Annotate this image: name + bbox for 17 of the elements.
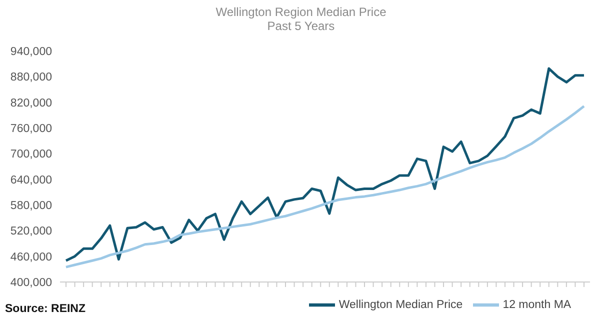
y-tick-label: 880,000 bbox=[10, 72, 52, 84]
source-note: Source: REINZ bbox=[5, 303, 86, 315]
y-tick-label: 760,000 bbox=[10, 123, 52, 136]
y-tick-label: 940,000 bbox=[10, 46, 52, 58]
legend-label: Wellington Median Price bbox=[338, 299, 463, 312]
chart-title: Wellington Region Median Price bbox=[214, 5, 388, 19]
y-tick-label: 520,000 bbox=[10, 226, 52, 238]
y-tick-label: 580,000 bbox=[10, 200, 52, 212]
y-tick-label: 700,000 bbox=[10, 148, 52, 161]
chart-subtitle: Past 5 Years bbox=[266, 19, 336, 33]
line-series bbox=[64, 67, 586, 262]
y-tick-label: 460,000 bbox=[10, 251, 52, 264]
y-tick-label: 400,000 bbox=[10, 277, 52, 290]
legend-label: 12 month MA bbox=[502, 299, 572, 312]
y-tick-label: 820,000 bbox=[10, 97, 52, 110]
line-series bbox=[64, 104, 586, 268]
y-tick-label: 640,000 bbox=[10, 174, 52, 186]
